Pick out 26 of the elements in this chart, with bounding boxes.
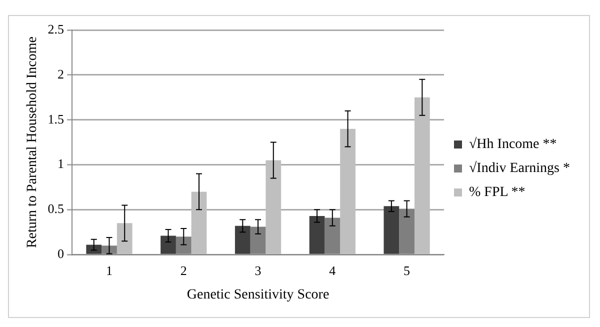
- y-tick-label: 2: [58, 66, 64, 82]
- bar: [234, 226, 250, 254]
- y-tick-label: 0.5: [48, 201, 64, 216]
- y-tick-label: 0: [58, 246, 64, 262]
- legend-label: √Hh Income **: [469, 136, 557, 152]
- x-tick-label: 4: [329, 262, 336, 278]
- y-axis-title: Return to Parental Household Income: [25, 36, 40, 248]
- x-tick-label: 1: [106, 262, 112, 278]
- bar: [384, 206, 400, 254]
- y-tick-label: 1: [58, 156, 64, 172]
- legend-label: % FPL **: [469, 185, 526, 200]
- bar: [414, 97, 430, 254]
- bar: [266, 160, 282, 254]
- x-tick-label: 2: [180, 262, 187, 278]
- bar: [160, 236, 176, 254]
- x-tick-label: 5: [404, 262, 410, 278]
- bar: [309, 216, 325, 254]
- y-tick-label: 1.5: [48, 111, 64, 126]
- legend-label: √Indiv Earnings *: [469, 160, 570, 176]
- x-tick-label: 3: [254, 262, 262, 278]
- bar: [340, 128, 356, 254]
- y-tick-label: 2.5: [48, 21, 64, 36]
- x-axis-title: Genetic Sensitivity Score: [186, 287, 330, 302]
- bar: [86, 244, 102, 254]
- bar: [191, 192, 207, 254]
- bar: [116, 223, 132, 254]
